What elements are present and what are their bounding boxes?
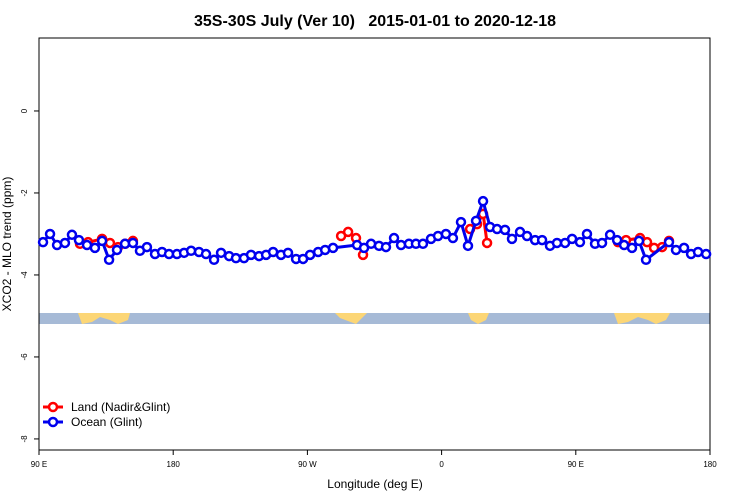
legend-marker [47,416,59,428]
data-point [230,252,242,264]
legend-label: Land (Nadir&Glint) [71,400,170,414]
data-point [455,216,467,228]
x-tick-label: 90 E [568,460,584,469]
x-tick-label: 90 W [298,460,317,469]
land-shape [335,313,367,324]
data-point [127,237,139,249]
data-point [388,232,400,244]
data-point [581,228,593,240]
x-tick-label: 90 E [31,460,47,469]
data-point [678,242,690,254]
data-point [44,228,56,240]
y-tick-label: -2 [20,189,29,197]
data-point [96,235,108,247]
data-point [633,235,645,247]
data-point [73,234,85,246]
data-point [596,237,608,249]
y-tick-label: -8 [20,435,29,443]
ocean-band [39,313,710,324]
data-point [551,237,563,249]
data-point [327,242,339,254]
x-tick-label: 180 [703,460,717,469]
data-point [670,244,682,256]
data-point [89,242,101,254]
data-point [380,241,392,253]
data-point [462,240,474,252]
y-tick-label: -4 [20,271,29,279]
data-point [103,254,115,266]
data-point [417,238,429,250]
data-point [536,234,548,246]
chart-title: 35S-30S July (Ver 10) 2015-01-01 to 2020… [194,13,556,30]
data-point [208,254,220,266]
data-point [66,229,78,241]
data-point [640,254,652,266]
data-point [59,237,71,249]
y-tick-label: 0 [20,108,29,113]
data-point [663,236,675,248]
land-shape [614,313,670,324]
legend-marker [47,401,59,413]
data-point [481,237,493,249]
legend: Land (Nadir&Glint)Ocean (Glint) [43,400,170,429]
data-point [447,232,459,244]
data-point [700,248,712,260]
data-point [200,248,212,260]
data-point [141,241,153,253]
land-shape [468,313,489,324]
y-tick-label: -6 [20,353,29,361]
data-point [111,244,123,256]
data-point [342,226,354,238]
land-ocean-strip [39,313,710,324]
data-point [692,246,704,258]
data-point [521,230,533,242]
data-point [499,224,511,236]
x-tick-label: 0 [439,460,444,469]
x-axis-label: Longitude (deg E) [327,477,422,491]
data-point [470,215,482,227]
legend-label: Ocean (Glint) [71,415,142,429]
data-point [626,242,638,254]
data-point [611,234,623,246]
y-axis-label: XCO2 - MLO trend (ppm) [0,177,14,312]
data-point [574,236,586,248]
series-line [79,212,671,256]
data-point [477,195,489,207]
data-point [282,247,294,259]
data-point [37,236,49,248]
data-point [304,249,316,261]
data-point [506,233,518,245]
x-tick-label: 180 [167,460,181,469]
data-point [604,229,616,241]
data-point [215,247,227,259]
land-shape [78,313,130,324]
data-point [245,249,257,261]
